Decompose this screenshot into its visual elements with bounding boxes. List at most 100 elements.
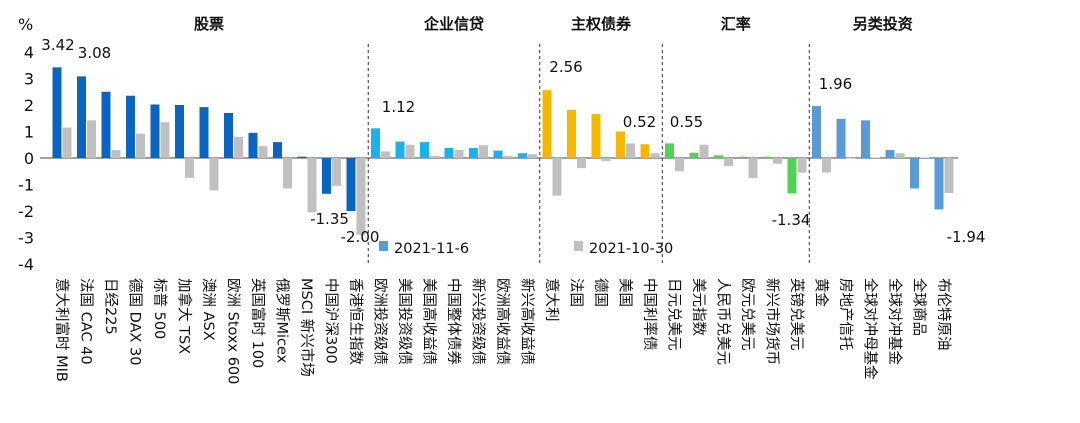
category-label: 中国沪深300 [323, 278, 340, 364]
group-label: 主权债券 [571, 15, 632, 33]
bar-2021-10-30 [160, 122, 170, 158]
bar-2021-11-6 [346, 158, 356, 211]
category-label: 新兴投资级债 [470, 278, 487, 365]
bar-2021-11-6 [812, 106, 821, 158]
bar-2021-10-30 [234, 136, 243, 158]
bar-2021-11-6 [52, 67, 62, 158]
category-label: MSCI 新兴市场 [298, 278, 315, 377]
bar-2021-10-30 [454, 150, 464, 158]
y-tick-label: 3 [24, 70, 34, 89]
bar-2021-11-6 [469, 147, 478, 158]
bar-2021-11-6 [199, 107, 209, 158]
bar-2021-11-6 [77, 76, 86, 158]
bar-2021-10-30 [797, 158, 807, 173]
category-label: 标普 500 [151, 278, 168, 339]
data-label: -1.94 [947, 228, 986, 246]
y-tick-label: -4 [18, 255, 34, 274]
category-label: 全球对冲母基金 [862, 278, 880, 380]
category-label: 中国利率债 [641, 278, 658, 351]
bar-2021-11-6 [738, 156, 748, 158]
bar-2021-10-30 [552, 158, 562, 196]
bar-2021-11-6 [101, 91, 111, 158]
legend-swatch-current [379, 241, 388, 251]
category-label: 日经225 [102, 278, 119, 335]
data-labels: 3.42 3.08 -1.35-2.00 1.12 2.56 0.52 0.55 -1.34 1… [41, 36, 985, 246]
bar-2021-11-6 [885, 150, 895, 158]
category-label: 中国整体债券 [445, 278, 462, 365]
category-label: 欧元兑美元 [739, 278, 756, 351]
bar-2021-11-6 [591, 114, 601, 158]
bar-2021-10-30 [675, 158, 684, 172]
bar-2021-10-30 [601, 158, 611, 162]
group-label: 汇率 [721, 15, 751, 33]
category-label: 全球对冲基金 [886, 278, 904, 365]
bar-2021-11-6 [248, 132, 258, 158]
bar-2021-10-30 [650, 153, 660, 158]
bar-2021-11-6 [126, 95, 135, 158]
data-label: -1.34 [772, 211, 811, 229]
bar-2021-11-6 [910, 158, 919, 189]
category-label: 美国 [617, 278, 634, 307]
group-dividers [367, 44, 810, 266]
category-label: 德国 [592, 278, 609, 307]
bar-2021-10-30 [871, 157, 880, 158]
bar-2021-10-30 [822, 158, 831, 173]
group-label: 另类投资 [853, 15, 913, 33]
data-label: 1.12 [382, 98, 415, 116]
bar-2021-10-30 [62, 127, 72, 158]
category-label: 新兴高收益债 [519, 278, 536, 365]
bar-2021-11-6 [444, 147, 454, 158]
category-label: 美国投资级债 [396, 278, 413, 365]
bar-2021-10-30 [332, 158, 341, 186]
bar-2021-11-6 [567, 109, 576, 158]
bar-2021-10-30 [136, 133, 145, 158]
category-label: 美元指数 [690, 278, 707, 336]
bar-2021-10-30 [307, 158, 317, 213]
category-label: 黄金 [813, 278, 830, 307]
bar-2021-10-30 [503, 155, 513, 158]
bar-2021-10-30 [748, 158, 758, 178]
legend-label-current: 2021-11-6 [394, 241, 469, 257]
bar-2021-11-6 [322, 158, 331, 194]
bar-2021-10-30 [626, 143, 635, 158]
legend-label-previous: 2021-10-30 [589, 241, 673, 257]
bar-2021-11-6 [934, 158, 944, 210]
group-label: 股票 [194, 15, 224, 33]
bar-2021-10-30 [944, 158, 954, 193]
category-label: 澳洲 ASX [200, 278, 217, 341]
category-label: 欧洲高收益债 [494, 278, 511, 365]
category-label: 全球商品 [911, 278, 929, 336]
bar-2021-11-6 [763, 156, 772, 158]
bar-2021-11-6 [665, 143, 674, 158]
category-label: 加拿大 TSX [176, 278, 194, 354]
category-label: 香港恒生指数 [347, 278, 364, 365]
bar-2021-11-6 [616, 131, 625, 158]
group-label: 企业信贷 [423, 15, 484, 33]
y-axis-unit-label: % [18, 15, 33, 34]
bar-2021-11-6 [175, 105, 184, 158]
data-label: 3.08 [78, 44, 111, 62]
category-label: 英镑兑美元 [788, 278, 806, 351]
y-tick-label: -1 [18, 176, 34, 195]
y-tick-label: -2 [18, 202, 34, 221]
category-label: 意大利富时 MIB [53, 278, 71, 382]
bar-2021-11-6 [518, 153, 527, 158]
category-label: 德国 DAX 30 [127, 278, 144, 365]
bar-2021-10-30 [430, 155, 439, 158]
data-label: 3.42 [41, 36, 74, 54]
bar-2021-10-30 [87, 120, 96, 158]
category-label: 意大利 [543, 278, 561, 322]
y-axis-ticks: -4 -3 -2 -1 0 1 2 3 4 [18, 43, 34, 274]
y-tick-label: 2 [24, 96, 34, 115]
bar-2021-11-6 [224, 112, 233, 158]
y-tick-label: 4 [24, 43, 34, 62]
data-label: 0.55 [670, 113, 703, 131]
category-label: 法国 [568, 278, 585, 307]
data-label: 1.96 [819, 75, 852, 93]
bar-2021-10-30 [895, 153, 905, 158]
bar-2021-11-6 [420, 142, 429, 158]
bar-2021-11-6 [297, 156, 307, 158]
bar-2021-11-6 [493, 150, 503, 158]
y-tick-label: -3 [18, 229, 34, 248]
